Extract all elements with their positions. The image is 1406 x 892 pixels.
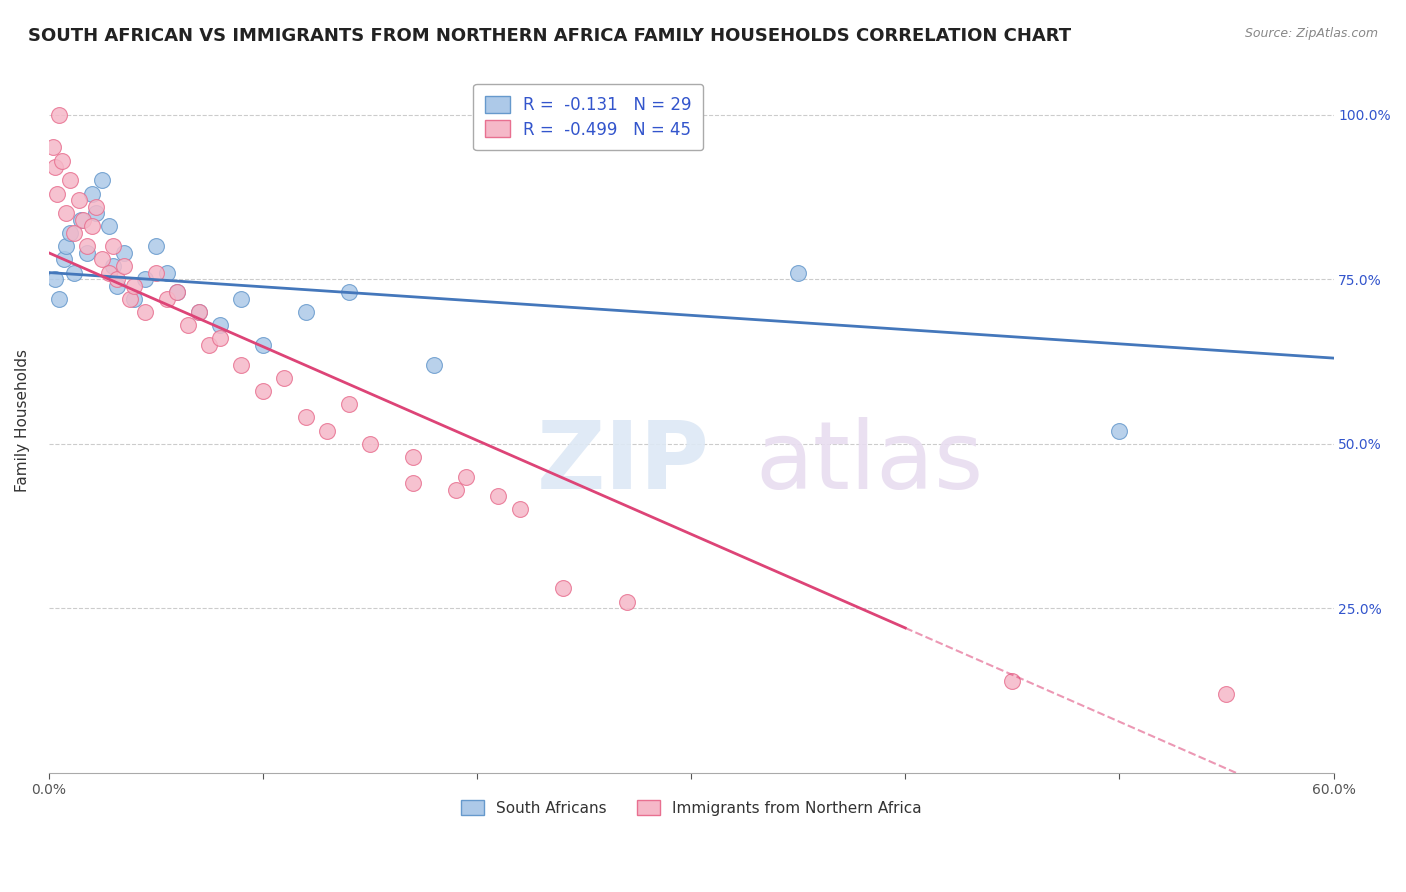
Point bbox=[486, 489, 509, 503]
Point bbox=[46, 186, 69, 201]
Point bbox=[273, 371, 295, 385]
Point bbox=[423, 358, 446, 372]
Point bbox=[76, 245, 98, 260]
Point bbox=[209, 331, 232, 345]
Point bbox=[145, 266, 167, 280]
Point bbox=[48, 292, 70, 306]
Point bbox=[80, 219, 103, 234]
Point bbox=[42, 140, 65, 154]
Point bbox=[55, 206, 77, 220]
Point bbox=[337, 397, 360, 411]
Point bbox=[91, 252, 114, 267]
Point bbox=[120, 292, 142, 306]
Point bbox=[51, 153, 73, 168]
Point bbox=[1108, 424, 1130, 438]
Point bbox=[294, 410, 316, 425]
Point bbox=[44, 272, 66, 286]
Text: Source: ZipAtlas.com: Source: ZipAtlas.com bbox=[1244, 27, 1378, 40]
Point bbox=[55, 239, 77, 253]
Point bbox=[70, 213, 93, 227]
Point bbox=[616, 594, 638, 608]
Point bbox=[187, 305, 209, 319]
Point bbox=[52, 252, 75, 267]
Point bbox=[316, 424, 339, 438]
Point bbox=[101, 239, 124, 253]
Point bbox=[252, 384, 274, 398]
Point bbox=[337, 285, 360, 300]
Point bbox=[402, 476, 425, 491]
Point bbox=[105, 272, 128, 286]
Point bbox=[155, 292, 177, 306]
Point bbox=[166, 285, 188, 300]
Y-axis label: Family Households: Family Households bbox=[15, 349, 30, 492]
Point bbox=[59, 173, 82, 187]
Point bbox=[59, 226, 82, 240]
Point bbox=[1001, 673, 1024, 688]
Point bbox=[124, 278, 146, 293]
Point bbox=[72, 213, 94, 227]
Point bbox=[198, 338, 221, 352]
Point bbox=[112, 245, 135, 260]
Point bbox=[48, 107, 70, 121]
Point bbox=[63, 266, 86, 280]
Point bbox=[166, 285, 188, 300]
Point bbox=[63, 226, 86, 240]
Point bbox=[80, 186, 103, 201]
Point bbox=[187, 305, 209, 319]
Point bbox=[84, 200, 107, 214]
Point bbox=[112, 259, 135, 273]
Point bbox=[551, 582, 574, 596]
Point bbox=[402, 450, 425, 464]
Point bbox=[67, 193, 90, 207]
Point bbox=[124, 292, 146, 306]
Point bbox=[177, 318, 200, 333]
Point bbox=[134, 305, 156, 319]
Point bbox=[294, 305, 316, 319]
Point bbox=[155, 266, 177, 280]
Legend: South Africans, Immigrants from Northern Africa: South Africans, Immigrants from Northern… bbox=[451, 790, 931, 825]
Text: ZIP: ZIP bbox=[537, 417, 710, 508]
Point bbox=[101, 259, 124, 273]
Point bbox=[105, 278, 128, 293]
Point bbox=[76, 239, 98, 253]
Point bbox=[97, 219, 120, 234]
Point bbox=[134, 272, 156, 286]
Text: SOUTH AFRICAN VS IMMIGRANTS FROM NORTHERN AFRICA FAMILY HOUSEHOLDS CORRELATION C: SOUTH AFRICAN VS IMMIGRANTS FROM NORTHER… bbox=[28, 27, 1071, 45]
Point bbox=[359, 436, 381, 450]
Point bbox=[209, 318, 232, 333]
Point bbox=[91, 173, 114, 187]
Point bbox=[1215, 687, 1237, 701]
Point bbox=[145, 239, 167, 253]
Point bbox=[84, 206, 107, 220]
Point bbox=[509, 502, 531, 516]
Point bbox=[97, 266, 120, 280]
Point bbox=[456, 469, 478, 483]
Point bbox=[44, 160, 66, 174]
Point bbox=[252, 338, 274, 352]
Text: atlas: atlas bbox=[755, 417, 984, 508]
Point bbox=[231, 358, 253, 372]
Point bbox=[787, 266, 810, 280]
Point bbox=[444, 483, 467, 497]
Point bbox=[231, 292, 253, 306]
